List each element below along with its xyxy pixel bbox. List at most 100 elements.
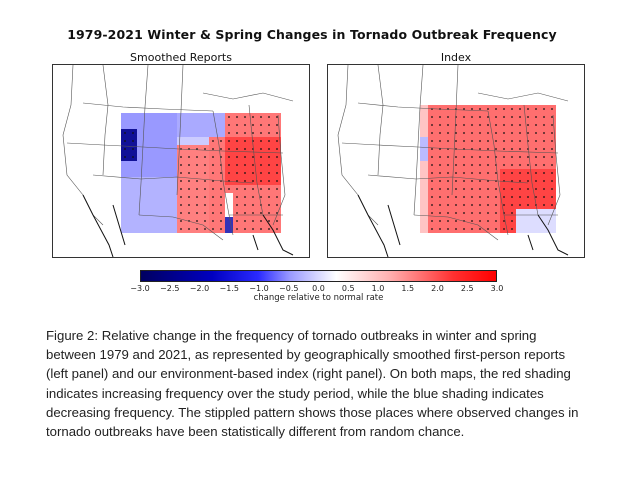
stipple-dot bbox=[220, 196, 222, 198]
stipple-dot bbox=[220, 172, 222, 174]
stipple-dot bbox=[188, 180, 190, 182]
stipple-dot bbox=[503, 108, 505, 110]
stipple-dot bbox=[268, 164, 270, 166]
grid-cell bbox=[121, 161, 129, 169]
stipple-dot bbox=[124, 148, 126, 150]
stipple-dot bbox=[551, 148, 553, 150]
stipple-dot bbox=[236, 148, 238, 150]
stipple-dot bbox=[519, 196, 521, 198]
stipple-dot bbox=[447, 124, 449, 126]
grid-cell bbox=[185, 129, 193, 137]
stipple-dot bbox=[479, 164, 481, 166]
grid-cell bbox=[161, 145, 169, 153]
stipple-dot bbox=[479, 180, 481, 182]
stipple-dot bbox=[244, 140, 246, 142]
grid-cell bbox=[153, 153, 161, 161]
stipple-dot bbox=[196, 188, 198, 190]
grid-cell bbox=[516, 225, 524, 233]
stipple-dot bbox=[431, 220, 433, 222]
stipple-dot bbox=[495, 124, 497, 126]
grid-cell bbox=[137, 225, 145, 233]
grid-cell bbox=[169, 137, 177, 145]
stipple-dot bbox=[431, 196, 433, 198]
stipple-dot bbox=[260, 124, 262, 126]
stipple-dot bbox=[463, 172, 465, 174]
grid-cell bbox=[532, 209, 540, 217]
stipple-dot bbox=[519, 156, 521, 158]
grid-cell bbox=[153, 217, 161, 225]
grid-cell bbox=[185, 113, 193, 121]
stipple-dot bbox=[543, 164, 545, 166]
grid-cell bbox=[169, 209, 177, 217]
stipple-dot bbox=[447, 204, 449, 206]
stipple-dot bbox=[276, 164, 278, 166]
stipple-dot bbox=[260, 172, 262, 174]
grid-cell bbox=[217, 129, 225, 137]
stipple-dot bbox=[479, 140, 481, 142]
grid-cell bbox=[161, 137, 169, 145]
stipple-dot bbox=[268, 212, 270, 214]
stipple-dot bbox=[236, 140, 238, 142]
stipple-dot bbox=[212, 172, 214, 174]
stipple-dot bbox=[479, 156, 481, 158]
stipple-dot bbox=[463, 140, 465, 142]
stipple-dot bbox=[268, 180, 270, 182]
stipple-dot bbox=[511, 132, 513, 134]
grid-cell bbox=[153, 121, 161, 129]
stipple-dot bbox=[511, 196, 513, 198]
grid-cell bbox=[209, 113, 217, 121]
stipple-dot bbox=[543, 148, 545, 150]
stipple-dot bbox=[180, 172, 182, 174]
stipple-dot bbox=[236, 204, 238, 206]
stipple-dot bbox=[487, 124, 489, 126]
stipple-dot bbox=[503, 148, 505, 150]
stipple-dot bbox=[132, 140, 134, 142]
grid-cell bbox=[153, 225, 161, 233]
stipple-dot bbox=[511, 220, 513, 222]
grid-cell bbox=[129, 177, 137, 185]
grid-cell bbox=[524, 217, 532, 225]
stipple-dot bbox=[503, 196, 505, 198]
state-borders bbox=[337, 65, 569, 241]
grid-cell bbox=[153, 201, 161, 209]
stipple-dot bbox=[551, 188, 553, 190]
stipple-dot bbox=[455, 172, 457, 174]
stipple-dot bbox=[212, 156, 214, 158]
grid-cell bbox=[137, 129, 145, 137]
stipple-dot bbox=[519, 180, 521, 182]
stipple-dot bbox=[439, 204, 441, 206]
grid-cell bbox=[169, 217, 177, 225]
stipple-dot bbox=[535, 132, 537, 134]
grid-cell bbox=[209, 129, 217, 137]
stipple-dot bbox=[471, 212, 473, 214]
stipple-dot bbox=[551, 164, 553, 166]
stipple-dot bbox=[431, 188, 433, 190]
grid-cell bbox=[420, 169, 428, 177]
stipple-dot bbox=[543, 140, 545, 142]
stipple-dot bbox=[212, 212, 214, 214]
stipple-dot bbox=[471, 132, 473, 134]
stipple-dot bbox=[244, 172, 246, 174]
grid-cell bbox=[420, 145, 428, 153]
stipple-dot bbox=[204, 148, 206, 150]
stipple-dot bbox=[268, 156, 270, 158]
grid-cell bbox=[137, 185, 145, 193]
grid-cell bbox=[169, 185, 177, 193]
stipple-dot bbox=[495, 172, 497, 174]
stipple-dot bbox=[228, 172, 230, 174]
stipple-dot bbox=[535, 180, 537, 182]
stipple-dot bbox=[204, 220, 206, 222]
stipple-dot bbox=[503, 140, 505, 142]
stipple-dot bbox=[447, 132, 449, 134]
stipple-dot bbox=[511, 108, 513, 110]
stipple-dot bbox=[220, 228, 222, 230]
stipple-dot bbox=[535, 116, 537, 118]
stipple-dot bbox=[447, 156, 449, 158]
stipple-dot bbox=[519, 172, 521, 174]
stipple-dot bbox=[535, 124, 537, 126]
stipple-dot bbox=[236, 228, 238, 230]
grid-cell bbox=[420, 177, 428, 185]
stipple-dot bbox=[495, 188, 497, 190]
grid-cell bbox=[121, 113, 129, 121]
stipple-dot bbox=[535, 164, 537, 166]
